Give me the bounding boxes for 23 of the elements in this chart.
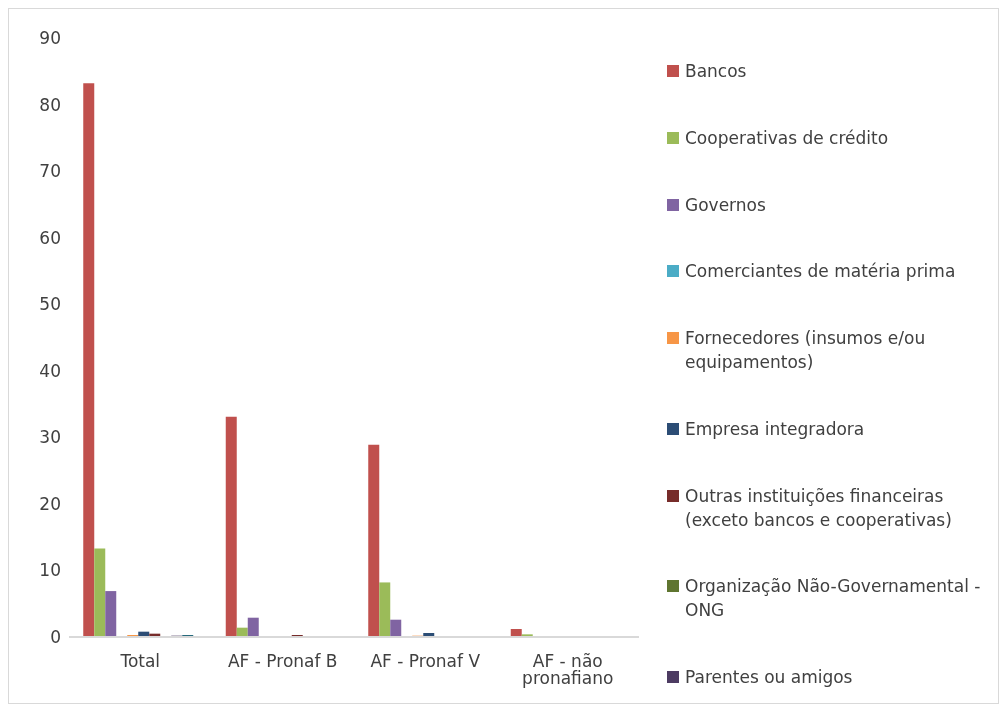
legend-label: Parentes ou amigos xyxy=(685,666,854,689)
legend-label: Outras instituições financeiras (exceto bancos e cooperativas) xyxy=(685,484,953,532)
y-tick-label: 70 xyxy=(39,161,61,182)
y-tick-label: 90 xyxy=(39,28,61,49)
y-tick-label: 20 xyxy=(39,493,61,514)
legend-label: Bancos xyxy=(685,60,748,83)
legend-label: Empresa integradora xyxy=(685,417,866,441)
y-tick-label: 0 xyxy=(50,627,61,648)
x-tick-label: AF - Pronaf V xyxy=(370,651,481,672)
legend-label: Organização Não-Governamental - ONG xyxy=(685,575,982,623)
y-tick-label: 30 xyxy=(39,427,61,448)
legend-label: Fornecedores (insumos e/ou equipamentos) xyxy=(685,327,927,374)
x-tick-label: Total xyxy=(119,651,161,672)
y-tick-label: 10 xyxy=(39,560,61,581)
legend-label: Cooperativas de crédito xyxy=(685,126,890,150)
x-tick-label: AF - Pronaf B xyxy=(227,651,338,672)
y-tick-label: 80 xyxy=(39,94,61,115)
y-tick-label: 50 xyxy=(39,294,61,315)
y-tick-label: 60 xyxy=(39,227,61,248)
legend-label: Governos xyxy=(685,193,767,217)
legend-label: Comerciantes de matéria prima xyxy=(685,260,957,284)
x-tick-label: AF - não pronafiano xyxy=(522,651,614,689)
y-tick-label: 40 xyxy=(39,360,61,381)
